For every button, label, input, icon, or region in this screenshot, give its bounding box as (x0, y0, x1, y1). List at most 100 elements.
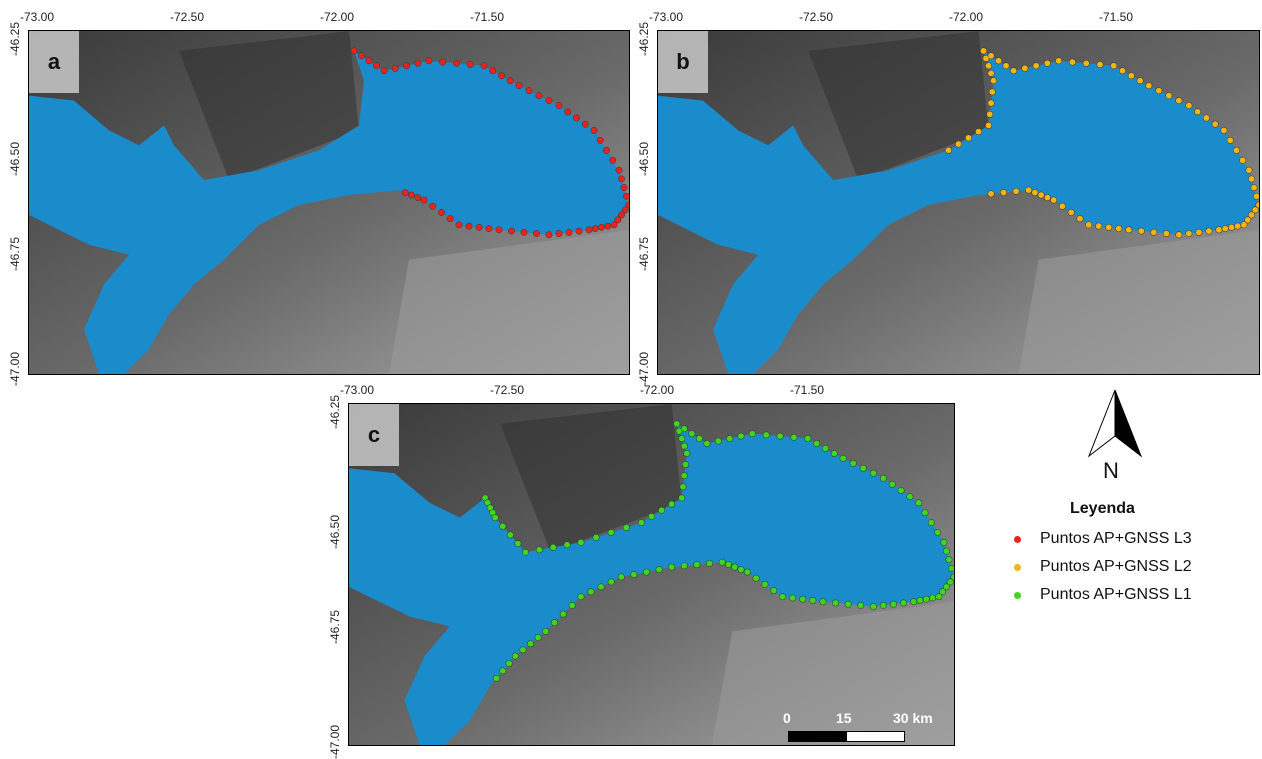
survey-point (415, 60, 421, 66)
survey-point (1059, 203, 1065, 209)
map-panel: b (657, 30, 1260, 375)
survey-point (681, 563, 687, 569)
y-tick-label: -47.00 (328, 725, 342, 759)
y-tick-label: -46.50 (8, 142, 22, 176)
survey-point (1176, 97, 1182, 103)
survey-point (946, 557, 952, 563)
survey-point (408, 192, 414, 198)
survey-point (605, 223, 611, 229)
survey-point (1086, 222, 1092, 228)
survey-point (995, 58, 1001, 64)
survey-point (910, 599, 916, 605)
scale-label: 30 km (893, 710, 933, 726)
survey-point (945, 147, 951, 153)
survey-point (1253, 193, 1259, 199)
survey-point (500, 523, 506, 529)
panel-label: b (658, 31, 708, 93)
survey-point (467, 61, 473, 67)
survey-point (791, 434, 797, 440)
legend-dot (1014, 592, 1021, 599)
survey-point (1196, 229, 1202, 235)
survey-point (1025, 187, 1031, 193)
survey-point (988, 70, 994, 76)
survey-point (481, 63, 487, 69)
legend-item: Puntos AP+GNSS L1 (1040, 586, 1192, 604)
survey-point (565, 109, 571, 115)
survey-point (779, 594, 785, 600)
survey-point (689, 430, 695, 436)
y-tick-label: -46.75 (8, 237, 22, 271)
survey-point (749, 430, 755, 436)
survey-point (1032, 189, 1038, 195)
survey-point (508, 228, 514, 234)
survey-point (551, 620, 557, 626)
survey-point (403, 63, 409, 69)
survey-point (880, 602, 886, 608)
survey-point (520, 647, 526, 653)
survey-point (682, 461, 688, 467)
survey-point (556, 230, 562, 236)
legend-title: Leyenda (1070, 500, 1135, 518)
y-tick-label: -47.00 (8, 352, 22, 386)
survey-point (907, 494, 913, 500)
survey-point (521, 229, 527, 235)
survey-point (1116, 225, 1122, 231)
survey-point (578, 594, 584, 600)
survey-point (496, 227, 502, 233)
survey-point (569, 602, 575, 608)
survey-point (679, 435, 685, 441)
survey-point (1055, 58, 1061, 64)
y-tick-label: -47.00 (637, 352, 651, 386)
survey-point (546, 97, 552, 103)
survey-point (1000, 189, 1006, 195)
survey-point (586, 227, 592, 233)
survey-point (1069, 59, 1075, 65)
panel-label: c (349, 404, 399, 466)
survey-point (598, 584, 604, 590)
survey-point (621, 184, 627, 190)
survey-point (985, 63, 991, 69)
survey-point (498, 73, 504, 79)
survey-point (738, 566, 744, 572)
survey-point (1221, 127, 1227, 133)
y-tick-label: -46.50 (328, 515, 342, 549)
survey-point (536, 92, 542, 98)
survey-point (492, 515, 498, 521)
survey-point (515, 540, 521, 546)
survey-point (831, 450, 837, 456)
survey-point (715, 438, 721, 444)
survey-point (928, 519, 934, 525)
survey-point (611, 222, 617, 228)
survey-point (936, 594, 942, 600)
survey-point (466, 223, 472, 229)
legend-item: Puntos AP+GNSS L2 (1040, 558, 1192, 576)
survey-point (576, 228, 582, 234)
survey-point (1128, 73, 1134, 79)
survey-point (402, 189, 408, 195)
survey-point (1176, 232, 1182, 238)
survey-point (512, 653, 518, 659)
survey-point (582, 121, 588, 127)
survey-point (1222, 225, 1228, 231)
y-tick-label: -46.75 (637, 237, 651, 271)
y-tick-label: -46.75 (328, 610, 342, 644)
survey-point (789, 595, 795, 601)
survey-point (415, 194, 421, 200)
survey-point (832, 600, 838, 606)
map (349, 404, 954, 745)
survey-point (1240, 157, 1246, 163)
survey-point (1206, 228, 1212, 234)
survey-point (706, 560, 712, 566)
survey-point (1050, 197, 1056, 203)
survey-point (1068, 209, 1074, 215)
survey-point (898, 487, 904, 493)
survey-point (696, 435, 702, 441)
survey-point (1228, 224, 1234, 230)
survey-point (840, 455, 846, 461)
survey-point (1163, 230, 1169, 236)
survey-point (623, 193, 629, 199)
survey-point (588, 589, 594, 595)
survey-point (618, 574, 624, 580)
survey-point (506, 660, 512, 666)
x-tick-label: -72.50 (799, 10, 833, 24)
